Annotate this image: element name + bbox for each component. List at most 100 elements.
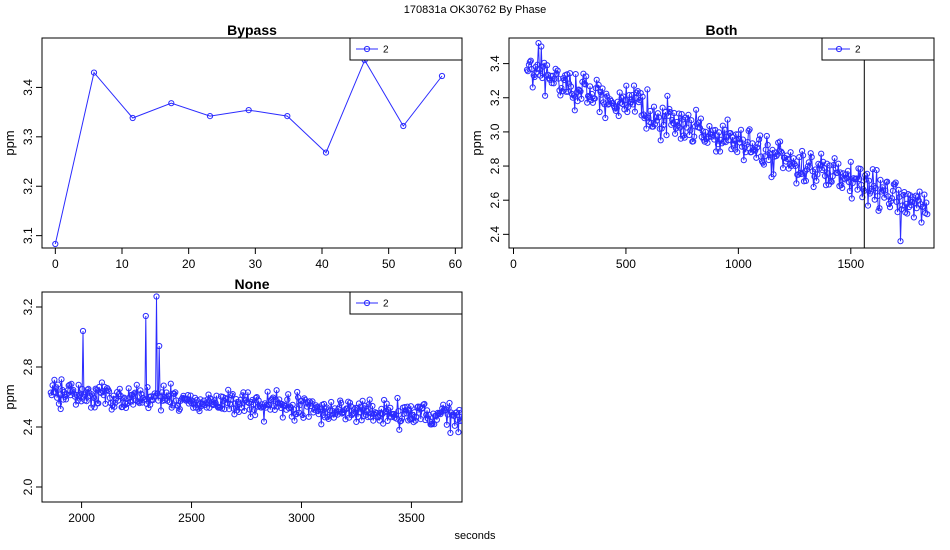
legend: 2: [821, 37, 935, 61]
data-point: [877, 176, 884, 183]
data-point: [246, 406, 253, 413]
x-tick-label: 500: [616, 257, 636, 271]
data-point: [410, 419, 417, 426]
page-title: 170831a OK30762 By Phase: [403, 4, 547, 16]
data-point: [749, 140, 756, 147]
data-point: [828, 178, 835, 185]
data-point: [423, 411, 430, 418]
data-point: [572, 71, 579, 78]
plot-frame: [41, 37, 463, 249]
x-tick-label: 10: [115, 257, 129, 271]
data-point: [245, 107, 252, 114]
data-point: [865, 177, 873, 184]
data-point: [625, 103, 632, 111]
data-point: [63, 391, 71, 398]
data-point: [637, 90, 644, 97]
x-tick-label: 50: [382, 257, 396, 271]
data-point: [233, 396, 240, 403]
data-point: [223, 396, 230, 403]
data-point: [713, 148, 720, 155]
legend-label: 2: [383, 299, 389, 310]
data-point: [838, 181, 845, 188]
x-tick-label: 0: [52, 257, 59, 271]
data-point: [206, 113, 214, 120]
data-point: [166, 393, 173, 400]
data-point: [761, 153, 769, 160]
data-point: [57, 405, 64, 413]
data-point: [813, 177, 820, 184]
data-point: [914, 193, 921, 200]
data-point: [733, 131, 740, 138]
data-point: [68, 380, 75, 387]
data-point: [229, 391, 236, 398]
data-point: [328, 398, 335, 406]
data-point: [642, 113, 649, 120]
data-point: [602, 114, 609, 122]
data-point: [658, 125, 665, 132]
data-point: [267, 406, 274, 413]
data-point: [380, 420, 387, 427]
data-point: [363, 408, 371, 415]
data-point: [802, 177, 810, 184]
data-point: [90, 394, 97, 401]
data-point: [125, 385, 132, 392]
data-point: [906, 203, 913, 211]
data-point: [845, 178, 853, 186]
data-point: [191, 401, 198, 408]
data-point: [736, 136, 743, 143]
data-point: [129, 114, 136, 122]
data-point: [746, 126, 753, 133]
x-tick-label: 3500: [398, 511, 425, 525]
data-point: [157, 393, 164, 400]
data-point: [583, 73, 590, 80]
data-point: [730, 140, 737, 147]
data-point: [547, 72, 555, 80]
data-point: [145, 404, 152, 412]
x-tick-label: 3000: [288, 511, 315, 525]
data-point: [359, 397, 366, 404]
data-point: [884, 178, 891, 185]
legend-box: [349, 37, 463, 61]
data-point: [702, 128, 709, 135]
data-point: [160, 382, 167, 389]
data-point: [58, 376, 65, 383]
data-point: [910, 214, 918, 221]
data-point: [918, 219, 925, 226]
data-point: [395, 408, 402, 415]
data-point: [90, 69, 98, 76]
data-point: [87, 392, 94, 400]
y-tick-label: 2.8: [488, 157, 502, 174]
data-point: [76, 392, 83, 399]
x-tick-label: 20: [182, 257, 196, 271]
data-point: [666, 105, 673, 113]
y-tick-label: 2.4: [21, 418, 35, 435]
data-point: [651, 121, 659, 128]
chart-panel-both: Both 0 500 1000 1500 2.4 2.6 2.8 3.0 3.2 3.4 ppm 2: [469, 22, 935, 271]
data-point: [554, 67, 561, 74]
data-point: [412, 417, 419, 424]
data-point: [623, 82, 630, 89]
data-point: [241, 407, 248, 414]
data-point: [614, 98, 621, 105]
data-point: [892, 179, 899, 186]
y-tick-label: 3.4: [21, 79, 35, 96]
data-point: [894, 209, 901, 216]
data-point: [595, 81, 602, 89]
data-point: [305, 413, 312, 420]
data-point: [873, 167, 880, 174]
x-tick-label: 30: [249, 257, 263, 271]
data-point: [615, 112, 622, 120]
data-point: [567, 83, 575, 90]
data-point: [446, 399, 453, 407]
data-point: [870, 183, 877, 190]
y-tick-label: 3.2: [488, 89, 502, 106]
data-point: [83, 398, 90, 405]
data-point: [806, 164, 813, 171]
data-point: [264, 388, 271, 395]
data-point: [91, 404, 98, 411]
data-point: [685, 111, 692, 119]
data-point: [593, 76, 600, 83]
data-point: [421, 400, 428, 408]
data-point: [205, 391, 212, 398]
